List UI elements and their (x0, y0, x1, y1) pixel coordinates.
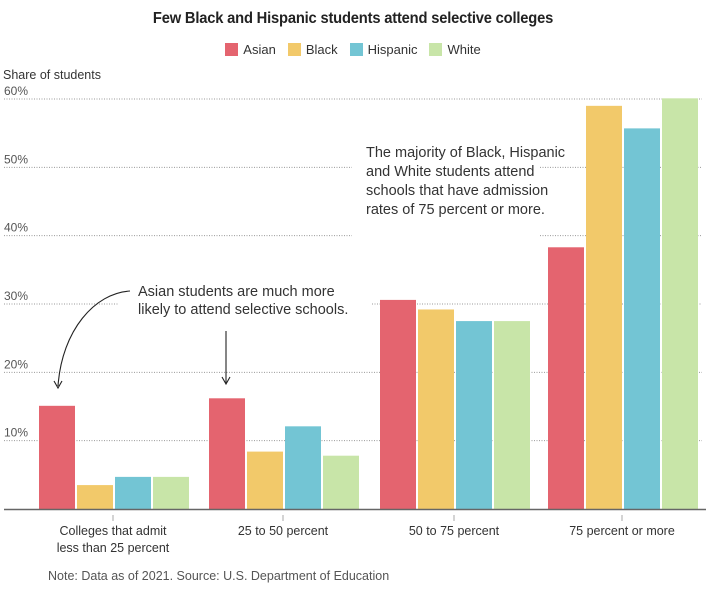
x-axis: Colleges that admit less than 25 percent 2… (4, 508, 706, 555)
legend-swatch-black (287, 43, 301, 56)
x-tick-label: Colleges that admit (59, 524, 167, 538)
bar-asian-1 (209, 398, 245, 509)
bar-hispanic-0 (115, 476, 151, 509)
y-tick-label: 60% (4, 84, 28, 98)
curved-arrow-icon (57, 290, 131, 387)
bar-black-3 (586, 105, 622, 509)
y-tick-label: 40% (4, 221, 28, 235)
y-tick-label: 20% (4, 357, 28, 371)
bars (39, 98, 698, 510)
legend-swatch-asian (225, 43, 239, 56)
source-note: Note: Data as of 2021. Source: U.S. Depa… (48, 569, 390, 583)
annotations: Asian students are much more likely to a… (53, 145, 569, 390)
bar-black-0 (77, 485, 113, 509)
arrowhead-icon (221, 376, 231, 386)
bar-hispanic-2 (456, 321, 492, 509)
legend-swatch-white (429, 43, 443, 56)
legend-item-asian: Asian (225, 42, 276, 57)
x-tick-label: 25 to 50 percent (238, 524, 329, 538)
annotation-majority: The majority of Black, Hispanic and Whit… (366, 145, 569, 218)
chart-title: Few Black and Hispanic students attend s… (152, 10, 554, 27)
bar-asian-2 (380, 299, 416, 509)
legend-item-black: Black (287, 42, 338, 57)
legend-label-white: White (447, 42, 481, 57)
annotation-asian: Asian students are much more likely to a… (138, 284, 348, 318)
y-tick-label: 10% (4, 426, 28, 440)
legend-item-hispanic: Hispanic (349, 42, 418, 57)
y-tick-label: 50% (4, 152, 28, 166)
legend-label-hispanic: Hispanic (367, 42, 418, 57)
bar-hispanic-1 (285, 426, 321, 509)
bar-hispanic-3 (624, 128, 660, 509)
bar-white-1 (323, 455, 359, 509)
bar-asian-0 (39, 405, 75, 509)
y-axis-label: Share of students (3, 68, 101, 82)
bar-white-2 (494, 321, 530, 509)
legend: Asian Black Hispanic White (0, 42, 706, 57)
legend-swatch-hispanic (349, 43, 363, 56)
x-tick-label: less than 25 percent (57, 541, 170, 555)
x-tick-label: 50 to 75 percent (409, 524, 500, 538)
bar-white-3 (662, 98, 698, 510)
bar-asian-3 (548, 247, 584, 510)
bar-white-0 (153, 476, 189, 509)
bar-black-1 (247, 451, 283, 509)
arrowhead-icon (53, 380, 63, 390)
legend-label-black: Black (305, 42, 338, 57)
gridlines: 10% 20% 30% 40% 50% 60% (4, 84, 702, 442)
legend-label-asian: Asian (243, 42, 276, 57)
y-tick-label: 30% (4, 289, 28, 303)
bar-black-2 (418, 309, 454, 509)
legend-item-white: White (429, 42, 481, 57)
x-tick-label: 75 percent or more (569, 524, 675, 538)
